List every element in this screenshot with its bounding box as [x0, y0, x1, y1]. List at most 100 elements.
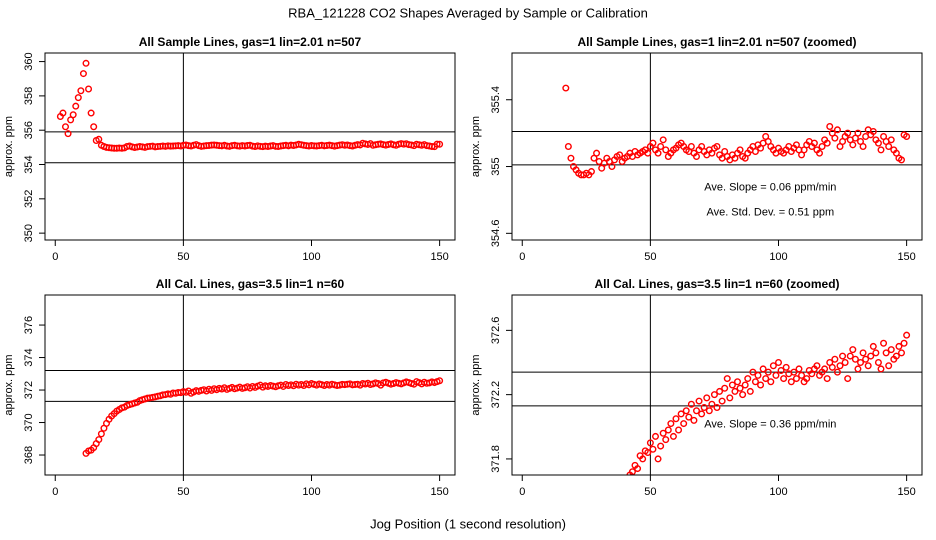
- point: [757, 381, 765, 389]
- point: [887, 346, 895, 354]
- point: [634, 465, 642, 473]
- point: [823, 139, 831, 147]
- point: [790, 368, 798, 376]
- point: [769, 362, 777, 370]
- point: [72, 102, 80, 110]
- point: [97, 430, 105, 438]
- plot-frame: [511, 52, 923, 241]
- point: [690, 416, 698, 424]
- x-tick-label: 150: [430, 251, 448, 263]
- point: [859, 349, 867, 357]
- point: [859, 142, 867, 150]
- y-tick-label: 355: [490, 157, 502, 175]
- point: [782, 363, 790, 371]
- y-tick-label: 368: [23, 446, 35, 464]
- y-tick-label: 354: [23, 155, 35, 173]
- plot-frame: [511, 294, 923, 476]
- y-axis-label: approx. ppm: [470, 116, 482, 177]
- y-tick-label: 374: [23, 348, 35, 366]
- point: [90, 123, 98, 131]
- point: [646, 439, 654, 447]
- point: [695, 397, 703, 405]
- point: [723, 375, 731, 383]
- point: [759, 365, 767, 373]
- point: [849, 346, 857, 354]
- point: [739, 391, 747, 399]
- point: [777, 367, 785, 375]
- point: [754, 371, 762, 379]
- panel-title: All Sample Lines, gas=1 lin=2.01 n=507: [139, 35, 362, 49]
- point: [862, 355, 870, 363]
- x-tick-label: 50: [644, 486, 656, 498]
- point: [869, 127, 877, 135]
- point: [85, 85, 93, 93]
- point: [64, 130, 72, 138]
- panel-title: All Sample Lines, gas=1 lin=2.01 n=507 (…: [577, 35, 856, 49]
- point: [844, 129, 852, 137]
- point: [616, 151, 624, 159]
- point: [885, 142, 893, 150]
- point: [841, 359, 849, 367]
- x-tick-label: 50: [644, 251, 656, 263]
- point: [877, 365, 885, 373]
- point: [887, 136, 895, 144]
- point: [644, 149, 652, 157]
- x-tick-label: 100: [302, 251, 320, 263]
- point: [798, 371, 806, 379]
- point: [698, 410, 706, 418]
- point: [746, 387, 754, 395]
- point: [69, 111, 77, 119]
- point: [826, 122, 834, 130]
- point: [657, 442, 665, 450]
- x-tick-label: 50: [177, 251, 189, 263]
- point: [649, 445, 657, 453]
- point: [846, 352, 854, 360]
- point: [867, 352, 875, 360]
- point: [710, 391, 718, 399]
- point: [762, 375, 770, 383]
- point: [772, 371, 780, 379]
- point: [872, 349, 880, 357]
- y-tick-label: 372.2: [490, 381, 502, 409]
- point: [718, 397, 726, 405]
- point: [823, 375, 831, 383]
- point: [87, 109, 95, 117]
- point: [775, 359, 783, 367]
- point: [659, 429, 667, 437]
- plot-area: [45, 295, 455, 475]
- point: [903, 132, 911, 140]
- point: [562, 84, 570, 92]
- point: [687, 400, 695, 408]
- point: [736, 384, 744, 392]
- point: [821, 365, 829, 373]
- y-tick-label: 356: [23, 121, 35, 139]
- point: [810, 139, 818, 147]
- point: [787, 378, 795, 386]
- point: [836, 362, 844, 370]
- point: [731, 387, 739, 395]
- y-tick-label: 376: [23, 316, 35, 334]
- point: [803, 375, 811, 383]
- y-tick-label: 350: [23, 224, 35, 242]
- point: [780, 375, 788, 383]
- point: [675, 426, 683, 434]
- point: [587, 168, 595, 176]
- point: [593, 149, 601, 157]
- point: [849, 141, 857, 149]
- point: [672, 415, 680, 423]
- x-tick-label: 0: [519, 251, 525, 263]
- point: [885, 362, 893, 370]
- point: [751, 378, 759, 386]
- point: [95, 436, 103, 444]
- point: [59, 109, 67, 117]
- y-tick-label: 372: [23, 381, 35, 399]
- point: [903, 331, 911, 339]
- point: [664, 426, 672, 434]
- point: [662, 146, 670, 154]
- point: [764, 368, 772, 376]
- x-tick-label: 0: [52, 251, 58, 263]
- point: [877, 146, 885, 154]
- point: [708, 400, 716, 408]
- point: [713, 404, 721, 412]
- annotation: Ave. Std. Dev. = 0.51 ppm: [706, 207, 834, 219]
